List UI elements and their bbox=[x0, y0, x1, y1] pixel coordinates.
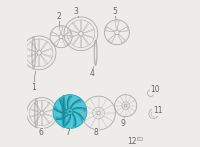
Text: 7: 7 bbox=[66, 128, 70, 137]
Polygon shape bbox=[62, 115, 70, 126]
Polygon shape bbox=[72, 113, 76, 127]
Polygon shape bbox=[73, 112, 83, 121]
Text: 8: 8 bbox=[94, 128, 99, 137]
Polygon shape bbox=[67, 96, 72, 109]
Text: 11: 11 bbox=[153, 106, 162, 115]
Polygon shape bbox=[55, 107, 67, 113]
Circle shape bbox=[53, 95, 87, 128]
Text: 4: 4 bbox=[89, 69, 94, 78]
Text: 3: 3 bbox=[73, 6, 78, 16]
Text: 9: 9 bbox=[120, 119, 125, 128]
Text: 5: 5 bbox=[112, 6, 117, 16]
Ellipse shape bbox=[62, 95, 65, 128]
Bar bbox=[133, 137, 142, 140]
Circle shape bbox=[69, 110, 71, 113]
Polygon shape bbox=[72, 108, 85, 111]
Text: 1: 1 bbox=[31, 83, 36, 92]
Text: 2: 2 bbox=[57, 12, 61, 21]
Text: 10: 10 bbox=[150, 85, 160, 94]
Polygon shape bbox=[60, 98, 67, 111]
Polygon shape bbox=[55, 114, 68, 119]
Text: 12: 12 bbox=[128, 137, 137, 146]
Polygon shape bbox=[70, 100, 82, 109]
Text: 6: 6 bbox=[39, 128, 43, 137]
Circle shape bbox=[67, 108, 73, 115]
Ellipse shape bbox=[63, 97, 65, 126]
